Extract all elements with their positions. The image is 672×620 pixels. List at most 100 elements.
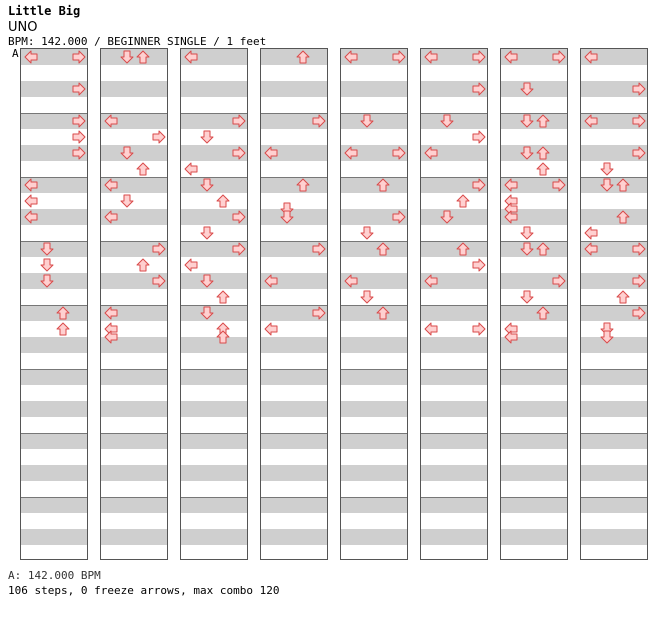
step-arrow-down — [119, 145, 135, 161]
chart-column-1 — [20, 48, 88, 560]
beat-stripe — [21, 273, 87, 289]
beat-stripe — [101, 305, 167, 321]
step-arrow-right — [471, 321, 487, 337]
beat-stripe — [261, 145, 327, 161]
beat-stripe — [341, 273, 407, 289]
measure-line — [101, 369, 167, 370]
beat-stripe — [421, 241, 487, 257]
beat-stripe — [501, 273, 567, 289]
step-arrow-right — [551, 273, 567, 289]
beat-stripe — [341, 241, 407, 257]
beat-stripe — [101, 49, 167, 65]
chart-column-2 — [100, 48, 168, 560]
beat-stripe — [501, 369, 567, 385]
beat-stripe — [181, 497, 247, 513]
step-arrow-right — [391, 209, 407, 225]
measure-line — [181, 433, 247, 434]
step-arrow-right — [231, 145, 247, 161]
step-arrow-up — [215, 329, 231, 345]
beat-stripe — [501, 305, 567, 321]
step-arrow-right — [391, 49, 407, 65]
beat-stripe — [101, 337, 167, 353]
step-arrow-down — [519, 289, 535, 305]
step-arrow-left — [343, 49, 359, 65]
beat-stripe — [101, 273, 167, 289]
chart-column-7 — [500, 48, 568, 560]
step-arrow-up — [615, 177, 631, 193]
beat-stripe — [261, 81, 327, 97]
beat-stripe — [341, 497, 407, 513]
step-arrow-down — [199, 177, 215, 193]
section-marker: A — [12, 47, 19, 60]
step-arrow-left — [423, 145, 439, 161]
beat-stripe — [581, 433, 647, 449]
step-arrow-right — [551, 177, 567, 193]
step-arrow-up — [215, 193, 231, 209]
beat-stripe — [581, 497, 647, 513]
step-arrow-up — [55, 321, 71, 337]
beat-stripe — [101, 81, 167, 97]
step-arrow-right — [471, 177, 487, 193]
beat-stripe — [181, 81, 247, 97]
beat-stripe — [581, 145, 647, 161]
beat-stripe — [501, 49, 567, 65]
measure-line — [261, 113, 327, 114]
measure-line — [101, 241, 167, 242]
beat-stripe — [261, 49, 327, 65]
step-arrow-right — [71, 49, 87, 65]
step-arrow-right — [631, 305, 647, 321]
step-arrow-left — [343, 145, 359, 161]
song-artist: UNO — [8, 20, 38, 35]
step-arrow-left — [263, 321, 279, 337]
measure-line — [101, 113, 167, 114]
beat-stripe — [261, 433, 327, 449]
beat-stripe — [501, 177, 567, 193]
measure-line — [501, 305, 567, 306]
step-arrow-down — [439, 113, 455, 129]
measure-line — [21, 305, 87, 306]
beat-stripe — [21, 369, 87, 385]
step-arrow-right — [631, 241, 647, 257]
beat-stripe — [341, 49, 407, 65]
step-arrow-up — [135, 49, 151, 65]
step-arrow-down — [519, 225, 535, 241]
measure-line — [581, 497, 647, 498]
step-arrow-right — [71, 129, 87, 145]
beat-stripe — [341, 113, 407, 129]
step-arrow-up — [615, 289, 631, 305]
beat-stripe — [261, 209, 327, 225]
song-title: Little Big — [8, 4, 81, 18]
step-arrow-down — [599, 177, 615, 193]
step-stats: 106 steps, 0 freeze arrows, max combo 12… — [8, 584, 280, 597]
chart-column-8 — [580, 48, 648, 560]
beat-stripe — [581, 177, 647, 193]
beat-stripe — [341, 209, 407, 225]
beat-stripe — [341, 145, 407, 161]
beat-stripe — [101, 209, 167, 225]
beat-stripe — [21, 49, 87, 65]
chart-column-6 — [420, 48, 488, 560]
beat-stripe — [501, 113, 567, 129]
measure-line — [421, 433, 487, 434]
step-arrow-left — [23, 193, 39, 209]
beat-stripe — [421, 433, 487, 449]
measure-line — [501, 241, 567, 242]
step-arrow-down — [119, 49, 135, 65]
beat-stripe — [21, 177, 87, 193]
step-arrow-left — [583, 225, 599, 241]
step-arrow-right — [471, 49, 487, 65]
beat-stripe — [341, 81, 407, 97]
beat-stripe — [581, 305, 647, 321]
step-arrow-down — [599, 329, 615, 345]
measure-line — [101, 305, 167, 306]
step-arrow-right — [231, 113, 247, 129]
chart-info: BPM: 142.000 / BEGINNER SINGLE / 1 feet — [8, 35, 267, 48]
beat-stripe — [581, 209, 647, 225]
beat-stripe — [421, 305, 487, 321]
measure-line — [181, 497, 247, 498]
step-arrow-down — [359, 225, 375, 241]
measure-line — [101, 433, 167, 434]
beat-stripe — [581, 49, 647, 65]
measure-line — [581, 433, 647, 434]
beat-stripe — [421, 369, 487, 385]
